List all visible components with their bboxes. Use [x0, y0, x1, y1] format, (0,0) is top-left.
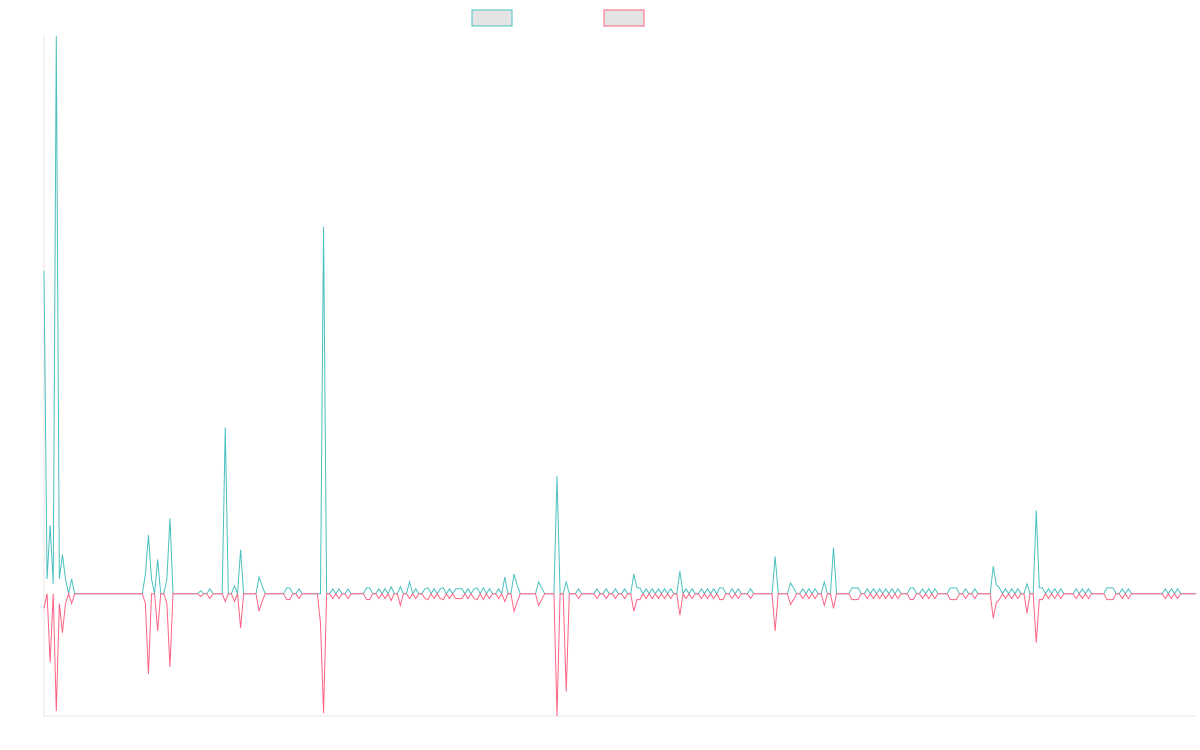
legend-item-1[interactable] [471, 9, 513, 27]
legend-swatch-1 [471, 9, 513, 27]
series-layer [43, 35, 1196, 717]
axes [43, 36, 1196, 717]
series-line-2 [43, 592, 1196, 717]
legend-item-2[interactable] [603, 9, 645, 27]
legend [471, 9, 645, 27]
legend-swatch-2 [603, 9, 645, 27]
series-line-1 [43, 35, 1196, 596]
